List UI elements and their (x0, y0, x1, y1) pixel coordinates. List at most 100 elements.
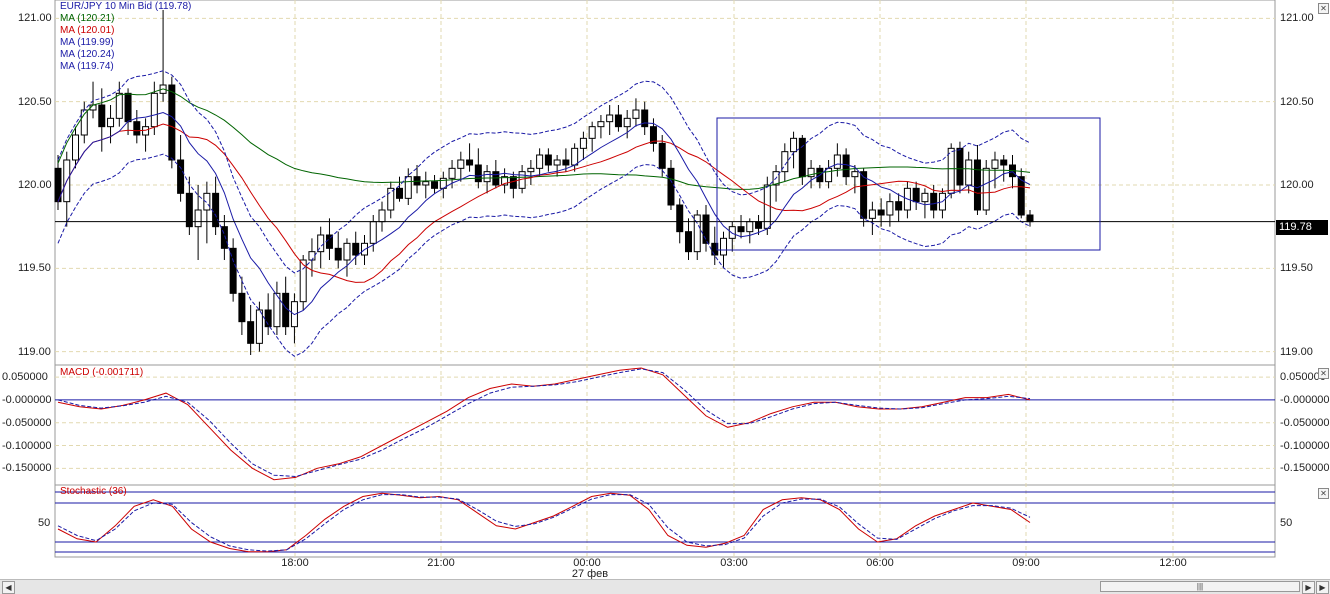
candle-bull (72, 134, 80, 161)
candle-bear (798, 137, 806, 178)
ma-legend-item: MA (119.99) (60, 37, 114, 48)
last-price-marker: 119.78 (1276, 220, 1328, 235)
ma-legend-item: MA (120.21) (60, 13, 115, 24)
ma-long-line (57, 88, 1031, 190)
candle-bear (895, 201, 903, 211)
ma-legend-item: MA (119.74) (60, 61, 114, 72)
price-tick-right: 119.50 (1280, 262, 1313, 275)
price-tick-right: 120.00 (1280, 179, 1314, 191)
price-tick-right: 120.50 (1280, 95, 1314, 108)
candle-bear (641, 109, 649, 128)
scrollbar-thumb[interactable]: ||| (1100, 581, 1300, 592)
candle-bear (676, 204, 684, 233)
price-tick-left: 120.00 (18, 179, 52, 191)
candle-bear (1000, 159, 1008, 166)
stoch-axis-left-tick: 50 (38, 517, 51, 529)
candle-bear (229, 247, 237, 294)
candle-bear (755, 221, 763, 229)
candle-bull (947, 147, 955, 194)
price-tick-left: 119.50 (18, 262, 51, 275)
candle-bull (553, 159, 561, 166)
candle-bear (431, 181, 439, 189)
candle-bull (343, 242, 351, 261)
candle-bear (1017, 176, 1025, 216)
candle-bull (693, 214, 701, 253)
macd-tick-left: -0.100000 (2, 439, 52, 452)
macd-tick-left: -0.050000 (2, 416, 52, 429)
macd-tick-right: -0.050000 (1280, 416, 1330, 429)
candle-bear (544, 154, 552, 166)
candle-bull (825, 167, 833, 183)
macd-tick-left: -0.150000 (2, 462, 52, 475)
time-tick: 03:00 (720, 557, 748, 569)
candle-bull (203, 192, 211, 211)
scroll-end-arrow-icon[interactable]: ▶ (1316, 581, 1329, 594)
candle-bull (781, 151, 789, 173)
stoch-d-line (57, 494, 1031, 552)
macd-signal-line (57, 368, 1031, 478)
candle-bull (851, 171, 859, 178)
macd-tick-right: -0.150000 (1280, 462, 1330, 475)
candle-bear (334, 247, 342, 261)
candle-bear (396, 187, 404, 199)
candle-bear (212, 192, 220, 228)
stochastic-pane-close-button[interactable]: ✕ (1318, 488, 1329, 499)
envelope-upper-line (57, 70, 1031, 274)
candle-bear (614, 114, 622, 128)
candle-bull (422, 181, 430, 186)
time-tick: 09:00 (1012, 557, 1040, 569)
scroll-right-arrow-icon[interactable]: ▶ (1302, 581, 1315, 594)
candle-bull (527, 167, 535, 173)
stochastic-pane[interactable] (54, 484, 1276, 558)
candle-bull (387, 187, 395, 211)
candle-bull (273, 292, 281, 328)
candle-bear (220, 226, 228, 249)
candle-bull (807, 167, 815, 178)
candle-bear (177, 159, 185, 194)
time-tick: 06:00 (866, 557, 894, 569)
macd-tick-right: -0.000000 (1280, 393, 1330, 406)
price-pane-close-button[interactable]: ✕ (1318, 3, 1329, 14)
candle-bear (238, 292, 246, 323)
candle-bull (404, 176, 412, 199)
macd-pane-close-button[interactable]: ✕ (1318, 368, 1329, 379)
candle-bull (746, 221, 754, 233)
candle-bear (912, 187, 920, 203)
candle-bear (98, 104, 106, 128)
candle-bull (886, 201, 894, 216)
candle-bull (107, 117, 115, 128)
candle-bull (632, 109, 640, 119)
candle-bear (684, 231, 692, 253)
macd-tick-right: -0.100000 (1280, 439, 1330, 452)
candle-bear (667, 167, 675, 206)
time-tick: 18:00 (281, 557, 309, 569)
candle-bear (860, 171, 868, 219)
candle-bull (536, 154, 544, 169)
candle-bear (956, 147, 964, 186)
candle-bull (579, 137, 587, 149)
candle-bull (991, 159, 999, 169)
candle-bear (133, 121, 141, 136)
macd-tick-left: 0.050000 (2, 371, 48, 384)
candle-bull (299, 259, 307, 303)
date-label: 27 фев (571, 568, 609, 580)
candle-bull (115, 92, 123, 119)
horizontal-scrollbar[interactable]: ◀ ||| ▶ ▶ (0, 579, 1330, 594)
price-tick-left: 121.00 (18, 12, 52, 25)
candle-bull (623, 117, 631, 128)
candle-bear (842, 154, 850, 178)
candle-bull (982, 167, 990, 211)
scroll-left-arrow-icon[interactable]: ◀ (2, 581, 15, 594)
candle-bear (352, 242, 360, 256)
stoch-k-line (57, 492, 1031, 553)
time-tick: 00:00 (573, 557, 601, 569)
stoch-axis-right-tick: 50 (1280, 517, 1293, 529)
candle-bull (369, 221, 377, 244)
candle-bear (930, 192, 938, 211)
ma-mid-line (57, 123, 1031, 283)
candle-bull (728, 226, 736, 239)
candle-bull (965, 159, 973, 186)
candle-bear (649, 126, 657, 144)
